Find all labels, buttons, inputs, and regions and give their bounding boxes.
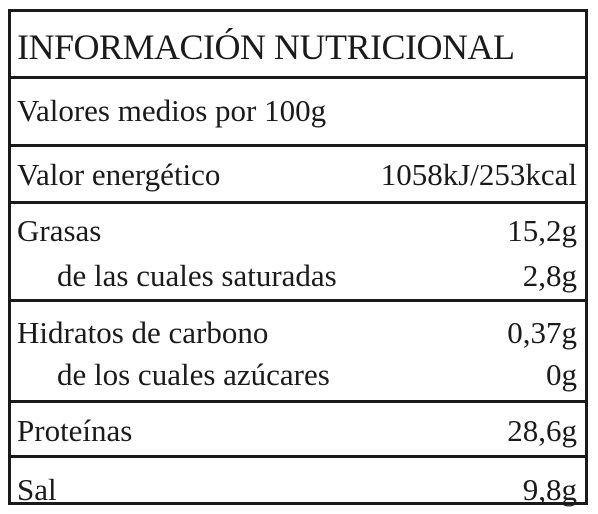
nutrition-label: INFORMACIÓN NUTRICIONAL Valores medios p… [8, 9, 588, 505]
fat-label: Grasas [17, 213, 102, 248]
salt-label: Sal [17, 472, 57, 507]
carbs-value: 0,37g [507, 315, 577, 350]
fat-row: Grasas 15,2g de las cuales saturadas 2,8… [11, 201, 585, 299]
label-title: INFORMACIÓN NUTRICIONAL [17, 27, 515, 67]
carbs-label: Hidratos de carbono [17, 315, 269, 350]
energy-row: Valor energético 1058kJ/253kcal [11, 144, 585, 201]
protein-label: Proteínas [17, 413, 133, 448]
carbs-row: Hidratos de carbono 0,37g de los cuales … [11, 299, 585, 400]
label-subtitle: Valores medios por 100g [17, 93, 327, 128]
fat-value: 15,2g [507, 213, 577, 248]
title-row: INFORMACIÓN NUTRICIONAL [11, 12, 585, 76]
saturated-value: 2,8g [522, 258, 577, 293]
saturated-label: de las cuales saturadas [57, 258, 337, 293]
energy-label: Valor energético [17, 157, 221, 192]
salt-value: 9,8g [522, 472, 577, 507]
protein-row: Proteínas 28,6g [11, 400, 585, 455]
subtitle-row: Valores medios por 100g [11, 76, 585, 144]
sugars-value: 0g [546, 357, 577, 392]
protein-value: 28,6g [507, 413, 577, 448]
salt-row: Sal 9,8g [11, 455, 585, 507]
energy-value: 1058kJ/253kcal [380, 157, 577, 192]
sugars-label: de los cuales azúcares [57, 357, 330, 392]
